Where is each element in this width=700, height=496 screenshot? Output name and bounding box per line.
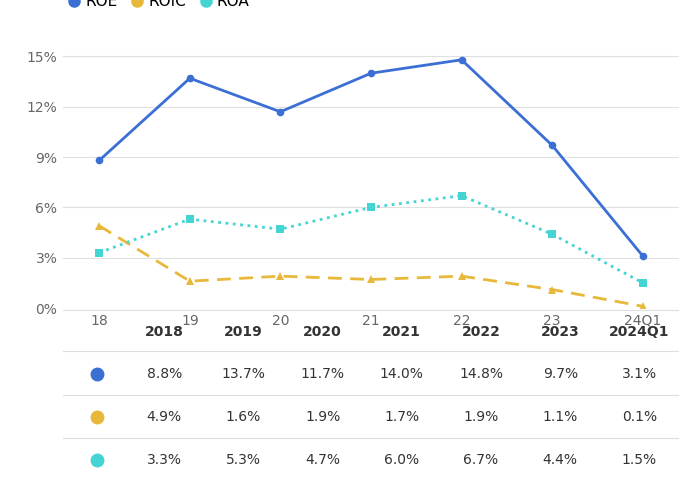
Text: 1.6%: 1.6% xyxy=(226,410,261,424)
Text: 13.7%: 13.7% xyxy=(221,367,265,381)
Text: 1.7%: 1.7% xyxy=(384,410,419,424)
Text: 2022: 2022 xyxy=(461,325,500,339)
Text: 9.7%: 9.7% xyxy=(542,367,578,381)
Text: 1.9%: 1.9% xyxy=(305,410,340,424)
Text: 3.1%: 3.1% xyxy=(622,367,657,381)
Text: 2020: 2020 xyxy=(303,325,342,339)
Text: 6.0%: 6.0% xyxy=(384,453,419,467)
Text: 4.4%: 4.4% xyxy=(542,453,578,467)
Legend: ROE, ROIC, ROA: ROE, ROIC, ROA xyxy=(64,0,256,15)
Text: 5.3%: 5.3% xyxy=(226,453,261,467)
Text: 2021: 2021 xyxy=(382,325,421,339)
Text: 2019: 2019 xyxy=(224,325,262,339)
Text: 2018: 2018 xyxy=(145,325,183,339)
Text: 11.7%: 11.7% xyxy=(300,367,344,381)
Text: 6.7%: 6.7% xyxy=(463,453,498,467)
Text: 2023: 2023 xyxy=(541,325,580,339)
Text: 8.8%: 8.8% xyxy=(146,367,182,381)
Text: 2024Q1: 2024Q1 xyxy=(609,325,670,339)
Text: 4.7%: 4.7% xyxy=(305,453,340,467)
Text: 0.1%: 0.1% xyxy=(622,410,657,424)
Text: 1.5%: 1.5% xyxy=(622,453,657,467)
Text: 14.0%: 14.0% xyxy=(380,367,424,381)
Text: 14.8%: 14.8% xyxy=(459,367,503,381)
Text: 3.3%: 3.3% xyxy=(147,453,182,467)
Text: 1.9%: 1.9% xyxy=(463,410,498,424)
Text: 1.1%: 1.1% xyxy=(542,410,578,424)
Text: 4.9%: 4.9% xyxy=(146,410,182,424)
